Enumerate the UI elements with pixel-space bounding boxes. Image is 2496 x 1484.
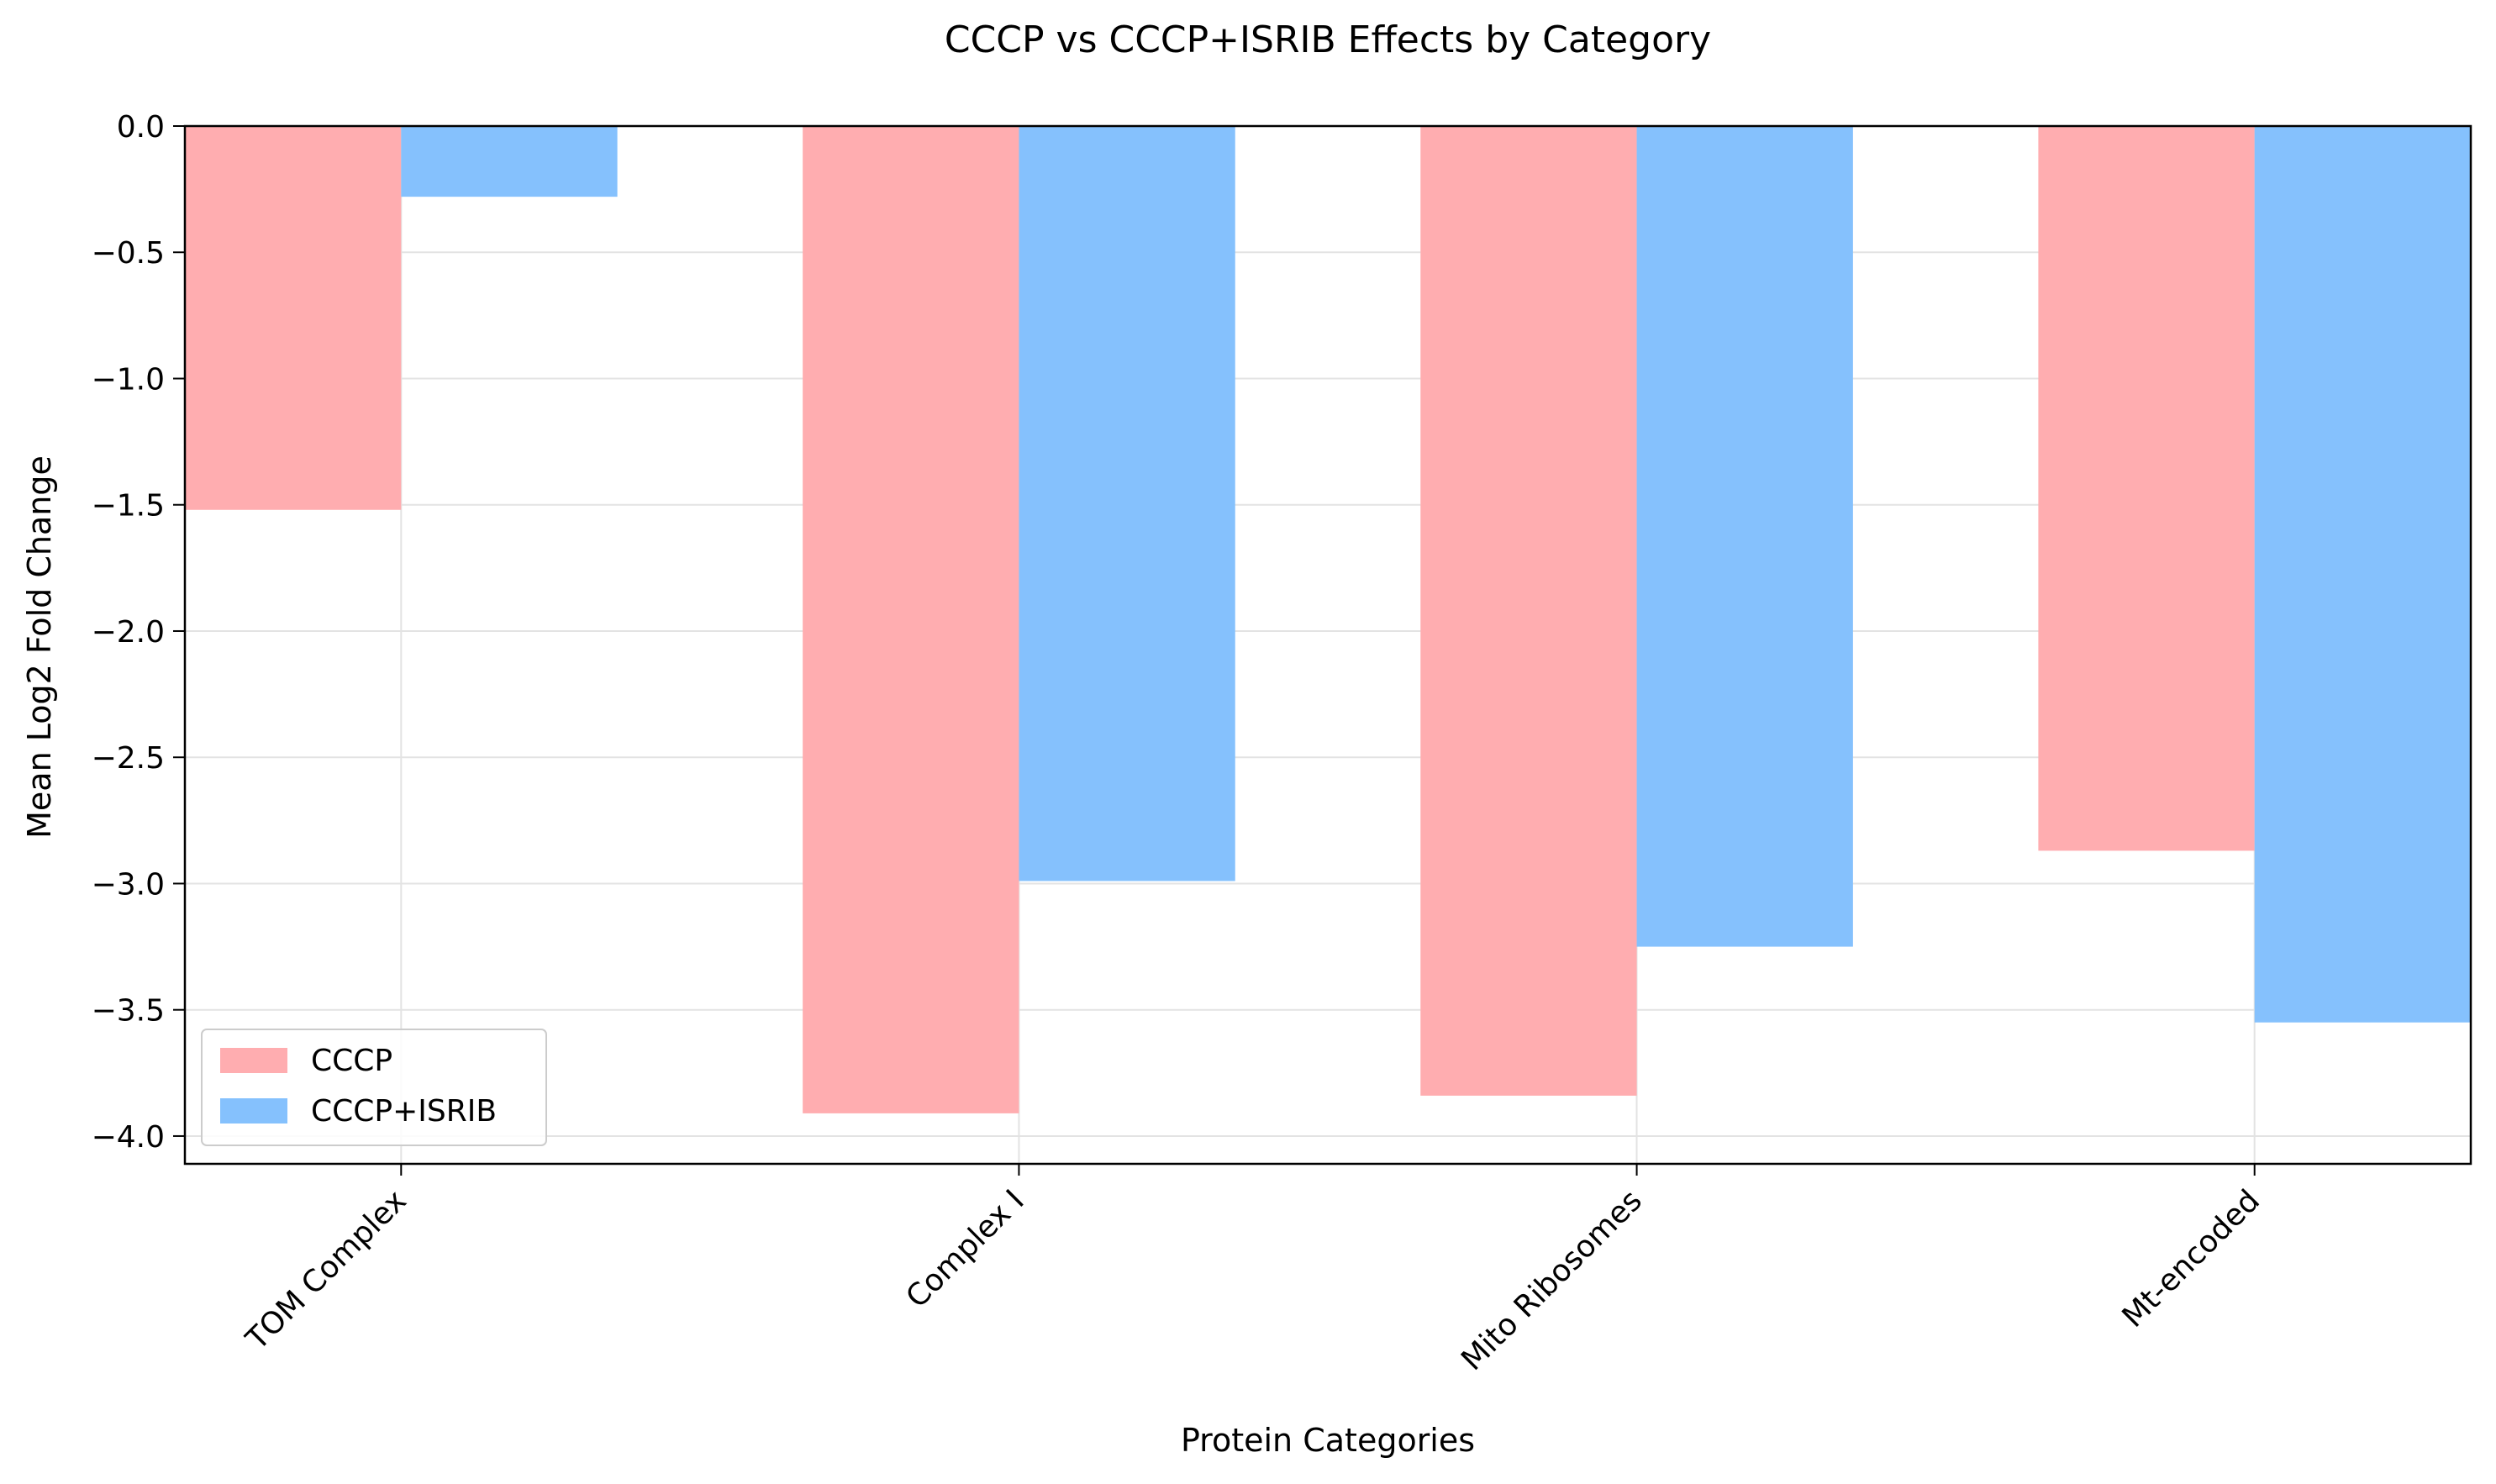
y-tick-label: −0.5 — [92, 236, 165, 271]
y-tick-label: −4.0 — [92, 1120, 165, 1155]
legend-box — [201, 1029, 547, 1146]
legend-label: CCCP+ISRIB — [311, 1094, 497, 1129]
y-axis-label: Mean Log2 Fold Change — [21, 455, 58, 839]
y-axis-ticks: 0.0 −0.5 −1.0 −1.5 −2.0 −2.5 −3.0 −3.5 −4.0 — [92, 110, 185, 1155]
y-tick-label: −1.0 — [92, 362, 165, 397]
y-tick-label: −2.5 — [92, 741, 165, 776]
bar-cccp-isrib-mito-ribosomes — [1636, 126, 1853, 947]
x-axis-ticks: TOM Complex Complex I Mito Ribosomes Mt-enc… — [240, 1164, 2267, 1377]
bar-cccp-mito-ribosomes — [1420, 126, 1637, 1096]
y-tick-label: 0.0 — [117, 110, 165, 145]
bar-cccp-isrib-complex-i — [1019, 126, 1235, 881]
bar-cccp-isrib-mt-encoded — [2254, 126, 2471, 1023]
bar-cccp-mt-encoded — [2038, 126, 2255, 851]
bar-cccp-tom-complex — [185, 126, 402, 510]
x-tick-label: Complex I — [900, 1183, 1031, 1314]
x-tick-label: TOM Complex — [240, 1183, 413, 1357]
legend-label: CCCP — [311, 1044, 392, 1078]
chart-title: CCCP vs CCCP+ISRIB Effects by Category — [945, 18, 1711, 61]
bar-cccp-complex-i — [803, 126, 1019, 1113]
y-tick-label: −2.0 — [92, 615, 165, 650]
bar-cccp-isrib-tom-complex — [401, 126, 618, 197]
x-axis-label: Protein Categories — [1181, 1422, 1475, 1459]
bars — [185, 126, 2471, 1113]
x-tick-label: Mito Ribosomes — [1455, 1183, 1649, 1377]
x-tick-label: Mt-encoded — [2116, 1183, 2267, 1334]
y-tick-label: −3.5 — [92, 994, 165, 1029]
y-tick-label: −1.5 — [92, 489, 165, 524]
legend: CCCP CCCP+ISRIB — [201, 1029, 547, 1146]
plot-frame — [183, 124, 2472, 1166]
axes — [183, 124, 2472, 1166]
y-tick-label: −3.0 — [92, 867, 165, 902]
legend-swatch — [220, 1048, 287, 1073]
legend-swatch — [220, 1098, 287, 1124]
